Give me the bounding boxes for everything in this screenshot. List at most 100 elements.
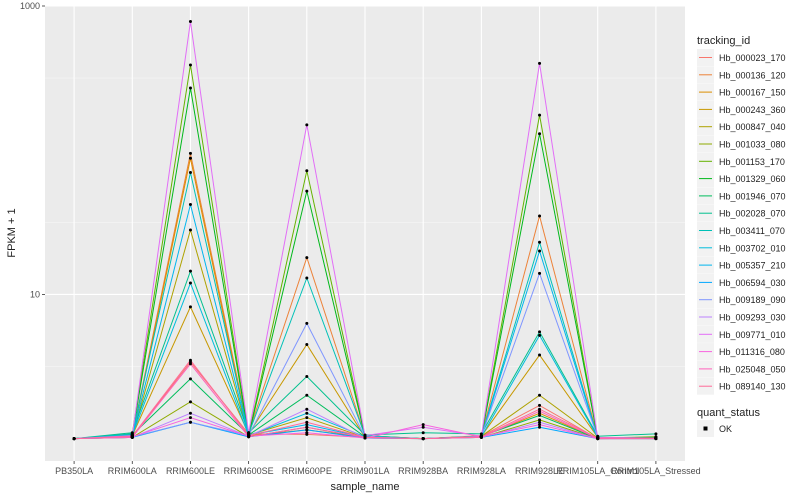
data-point (305, 321, 309, 325)
data-point (538, 330, 542, 334)
legend-label: Hb_001033_080 (719, 140, 786, 150)
data-point (538, 418, 542, 422)
data-point (188, 305, 192, 309)
data-point (538, 411, 542, 415)
color-legend: tracking_id Hb_000023_170Hb_000136_120Hb… (697, 35, 786, 395)
x-tick-label: RRIM105LA_Stressed (611, 466, 701, 476)
data-point (188, 358, 192, 362)
data-point (538, 113, 542, 117)
data-point (538, 333, 542, 337)
x-tick-label: RRIM600LA (108, 466, 157, 476)
data-point (305, 407, 309, 411)
data-point (188, 86, 192, 90)
legend-label: Hb_011316_080 (719, 347, 785, 357)
legend-label: Hb_003702_010 (719, 243, 786, 253)
data-point (538, 240, 542, 244)
x-tick-label: RRIM901LA (340, 466, 389, 476)
data-point (188, 362, 192, 366)
data-point (188, 416, 192, 420)
x-tick-label: RRIM928LE (515, 466, 564, 476)
x-tick-label: RRIM105LA_Control (556, 466, 639, 476)
shape-legend: quant_status OK (697, 407, 760, 437)
data-point (538, 214, 542, 218)
data-point (538, 249, 542, 253)
data-point (421, 423, 425, 427)
x-tick-label: PB350LA (55, 466, 93, 476)
x-tick-label: RRIM600LE (166, 466, 215, 476)
shape-legend-square-icon (703, 426, 708, 431)
data-points (72, 20, 658, 441)
data-point (421, 425, 425, 429)
legend-label: Hb_001946_070 (719, 191, 786, 201)
data-point (305, 411, 309, 415)
data-point (305, 189, 309, 193)
data-point (479, 432, 483, 436)
data-point (538, 132, 542, 136)
data-point (305, 423, 309, 427)
x-tick-label: RRIM600SE (224, 466, 274, 476)
legend-label: Hb_009293_030 (719, 313, 786, 323)
data-point (305, 276, 309, 280)
data-point (72, 437, 76, 441)
legend-label: Hb_089140_130 (719, 382, 786, 392)
grid-lines (45, 5, 685, 461)
data-point (188, 20, 192, 24)
data-point (538, 403, 542, 407)
legend-label: Hb_001153_170 (719, 157, 785, 167)
legend-label: Hb_000023_170 (719, 53, 786, 63)
data-point (188, 203, 192, 207)
data-point (305, 425, 309, 429)
data-point (305, 374, 309, 378)
data-point (305, 416, 309, 420)
legend-label: Hb_001329_060 (719, 174, 786, 184)
legend-label: Hb_009189_090 (719, 295, 786, 305)
data-point (421, 431, 425, 435)
data-point (654, 432, 658, 436)
data-point (654, 436, 658, 440)
data-point (188, 281, 192, 285)
legend-label: Hb_003411_070 (719, 226, 785, 236)
shape-legend-label: OK (719, 424, 732, 434)
y-tick-label: 10 (30, 289, 40, 299)
data-point (305, 420, 309, 424)
data-point (479, 435, 483, 439)
data-point (188, 171, 192, 175)
data-point (188, 377, 192, 381)
legend-label: Hb_025048_050 (719, 364, 786, 374)
shape-legend-items: OK (697, 420, 732, 437)
data-point (188, 420, 192, 424)
x-axis-title: sample_name (330, 481, 399, 493)
legend-label: Hb_005357_210 (719, 261, 786, 271)
data-point (305, 342, 309, 346)
data-point (305, 123, 309, 127)
x-axis-ticks: PB350LA RRIM600LA RRIM600LE RRIM600SE RRIM60… (55, 461, 701, 476)
data-point (188, 400, 192, 404)
data-point (305, 169, 309, 173)
legend-label: Hb_009771_010 (719, 330, 786, 340)
legend-label: Hb_000167_150 (719, 88, 786, 98)
data-point (538, 393, 542, 397)
data-point (538, 423, 542, 427)
data-point (363, 435, 367, 439)
data-point (538, 413, 542, 417)
data-point (538, 61, 542, 65)
x-tick-label: RRIM928LA (457, 466, 506, 476)
legend-label: Hb_000847_040 (719, 122, 786, 132)
data-point (130, 434, 134, 438)
x-tick-label: RRIM600PE (282, 466, 332, 476)
y-axis-title: FPKM + 1 (6, 208, 18, 257)
data-point (305, 428, 309, 432)
data-point (188, 63, 192, 67)
x-tick-label: RRIM928BA (398, 466, 448, 476)
legend-title: tracking_id (697, 35, 750, 47)
data-point (188, 151, 192, 155)
data-point (538, 271, 542, 275)
data-point (421, 437, 425, 441)
shape-legend-title: quant_status (697, 407, 760, 419)
data-point (188, 156, 192, 160)
data-point (188, 411, 192, 415)
data-point (188, 269, 192, 273)
legend-label: Hb_006594_030 (719, 278, 786, 288)
data-point (596, 436, 600, 440)
